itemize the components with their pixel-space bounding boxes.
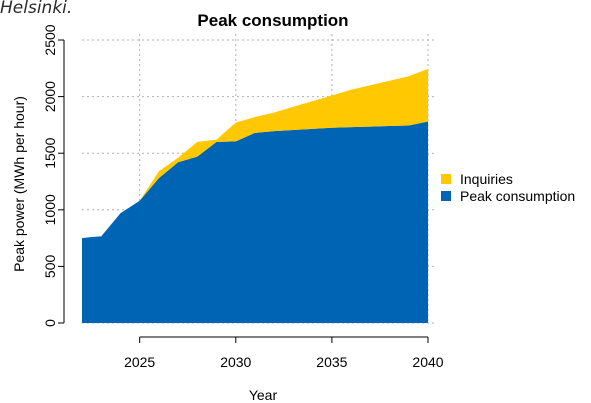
- y-tick-label: 2500: [42, 24, 58, 55]
- y-tick-label: 500: [42, 255, 58, 279]
- area-inquiries: [82, 68, 428, 239]
- axes: 2025 2030 2035 2040 0 500 1000 1500 2000 2500: [42, 24, 444, 370]
- x-axis-label: Year: [249, 387, 278, 403]
- caption-fragment: Helsinki.: [0, 0, 73, 18]
- y-axis-label: Peak power (MWh per hour): [11, 96, 27, 272]
- x-tick-label: 2030: [220, 354, 251, 370]
- legend-label-inquiries: Inquiries: [460, 171, 513, 187]
- legend-swatch-inquiries: [441, 174, 451, 184]
- y-tick-label: 1500: [42, 137, 58, 168]
- legend-label-peak-consumption: Peak consumption: [460, 188, 575, 204]
- x-tick-label: 2040: [412, 354, 443, 370]
- area-series: [82, 68, 428, 323]
- area-peak-consumption: [82, 121, 428, 323]
- y-tick-label: 0: [42, 319, 58, 327]
- chart-title: Peak consumption: [197, 11, 348, 30]
- y-tick-label: 2000: [42, 81, 58, 112]
- y-tick-label: 1000: [42, 194, 58, 225]
- x-tick-label: 2025: [124, 354, 155, 370]
- legend-swatch-peak-consumption: [441, 191, 451, 201]
- x-tick-label: 2035: [316, 354, 347, 370]
